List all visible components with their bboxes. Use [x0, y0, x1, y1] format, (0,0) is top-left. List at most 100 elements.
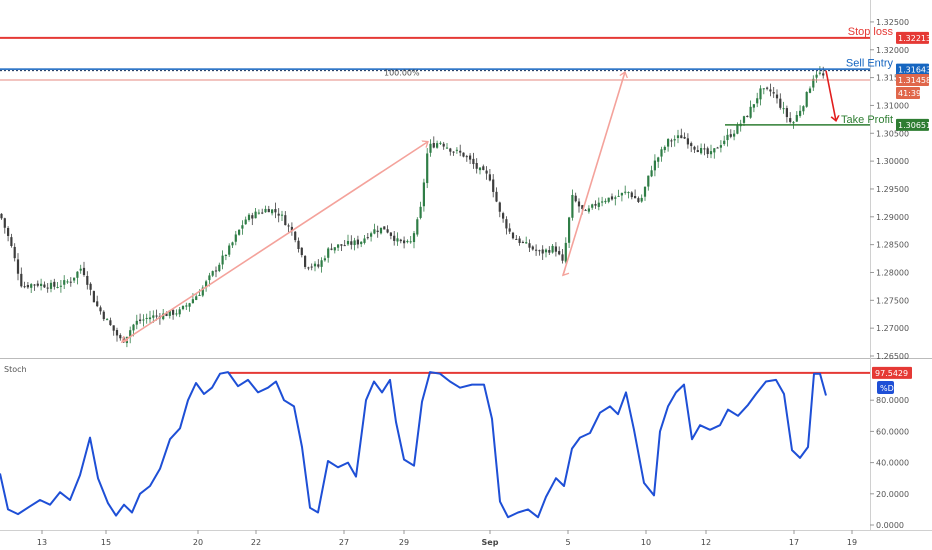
- price-candle: [214, 270, 218, 272]
- price-candle: [772, 92, 775, 94]
- price-candle: [535, 249, 538, 251]
- price-candle: [554, 246, 557, 252]
- price-axis-label: 1.28500: [876, 241, 909, 250]
- price-candle: [178, 309, 181, 315]
- stoch-title: Stoch: [4, 365, 27, 374]
- fib-level-label: 100.00%: [384, 69, 420, 78]
- time-axis-label: 12: [701, 538, 711, 547]
- price-candle: [449, 148, 452, 152]
- price-panel[interactable]: [0, 0, 870, 357]
- stoch-axis[interactable]: 80.0000 60.0000 40.0000 20.0000 0.0000: [870, 396, 909, 530]
- price-candle: [518, 238, 521, 243]
- stop-loss-price: 1.32213: [898, 34, 931, 43]
- price-candle: [419, 206, 422, 218]
- price-candle: [455, 149, 458, 151]
- price-candle: [647, 175, 650, 187]
- price-candle: [502, 213, 505, 219]
- price-candle: [812, 78, 815, 88]
- price-candle: [630, 192, 633, 198]
- price-candle: [482, 166, 485, 170]
- price-candle: [799, 110, 802, 116]
- price-candle: [511, 232, 515, 239]
- trend-arrow-tail: [561, 269, 570, 277]
- price-candle: [495, 191, 498, 202]
- price-candle: [271, 209, 274, 214]
- price-candle: [168, 310, 171, 316]
- price-candle: [165, 313, 168, 316]
- price-candle: [564, 242, 567, 262]
- price-candle: [571, 194, 574, 218]
- price-candle: [383, 226, 386, 230]
- price-candle: [135, 320, 138, 325]
- price-candle: [399, 239, 402, 242]
- price-candle: [89, 283, 92, 290]
- stoch-series-name: %D: [880, 384, 894, 393]
- price-candle: [749, 106, 752, 118]
- price-candle: [211, 271, 214, 276]
- trend-arrow-tail: [120, 335, 129, 344]
- price-candle: [541, 249, 544, 254]
- price-candle: [818, 72, 821, 74]
- price-candle: [521, 241, 524, 243]
- price-candle: [99, 307, 102, 312]
- price-candle: [587, 208, 590, 212]
- price-candle: [426, 153, 429, 184]
- stoch-legend-badge[interactable]: %D: [877, 381, 894, 394]
- price-candle: [228, 245, 231, 255]
- price-axis-label: 1.29000: [876, 213, 909, 222]
- price-candle: [766, 87, 769, 89]
- price-candle: [485, 170, 488, 174]
- price-candle: [657, 157, 660, 162]
- price-candle: [792, 122, 795, 124]
- current-price: 1.31458: [898, 76, 931, 85]
- price-candle: [224, 255, 227, 257]
- price-candle: [660, 149, 663, 157]
- price-candle: [69, 281, 72, 283]
- price-candle: [577, 201, 581, 207]
- time-axis-label: 10: [641, 538, 651, 547]
- price-candle: [254, 211, 257, 219]
- price-candle: [508, 228, 511, 232]
- price-candle: [703, 148, 706, 150]
- price-candle: [370, 233, 373, 237]
- price-candle: [353, 240, 356, 246]
- price-candle: [304, 256, 307, 267]
- price-candle: [686, 138, 689, 145]
- price-candle: [49, 282, 53, 289]
- price-candle: [693, 146, 696, 150]
- time-axis-label: Sep: [482, 538, 499, 547]
- time-axis[interactable]: 13 15 20 22 27 29 Sep 5 10 12 17 19: [37, 530, 857, 547]
- price-candle: [680, 135, 683, 139]
- price-candle: [544, 249, 548, 253]
- price-candle: [148, 317, 152, 320]
- price-candle: [795, 115, 798, 122]
- price-candle: [56, 287, 59, 289]
- stoch-d-line: [0, 371, 827, 519]
- price-candle: [30, 284, 33, 288]
- trend-arrow: [562, 72, 625, 276]
- price-candle: [280, 214, 284, 216]
- price-candle: [76, 271, 79, 278]
- price-candle: [360, 241, 363, 245]
- price-candle: [142, 319, 145, 321]
- time-axis-label: 27: [339, 538, 349, 547]
- price-axis[interactable]: 1.32500 1.32000 1.31500 1.31000 1.30500 1.300…: [870, 18, 909, 361]
- price-candle: [218, 264, 221, 272]
- price-candle: [614, 197, 617, 199]
- price-candle: [264, 208, 267, 213]
- price-candle: [581, 205, 584, 209]
- price-candle: [343, 245, 346, 247]
- price-candle: [244, 219, 247, 225]
- price-candle: [663, 146, 666, 151]
- sell-entry-price-tag: 1.31643: [896, 63, 931, 76]
- price-candle: [779, 98, 782, 108]
- price-candle: [409, 241, 412, 243]
- price-candle: [432, 142, 435, 148]
- stoch-panel[interactable]: [0, 361, 870, 529]
- price-candle: [789, 118, 792, 122]
- trend-arrows: [120, 72, 625, 344]
- price-candle: [683, 136, 686, 139]
- price-candle: [808, 88, 812, 93]
- price-candle: [591, 204, 594, 208]
- price-candle: [709, 151, 713, 155]
